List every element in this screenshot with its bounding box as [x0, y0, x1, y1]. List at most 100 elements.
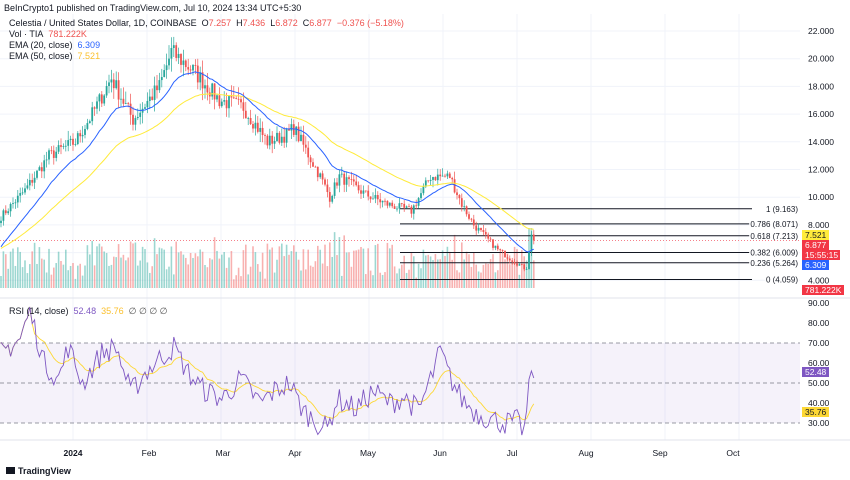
candle-body: [108, 82, 110, 87]
candle-body: [290, 124, 293, 131]
candle-body: [182, 60, 185, 65]
candle: [180, 53, 182, 73]
candle: [24, 183, 26, 195]
candle: [158, 72, 161, 93]
legend-ema20[interactable]: EMA (20, close) 6.309: [9, 40, 100, 50]
volume-bar: [252, 246, 254, 288]
candle: [45, 151, 48, 168]
candle: [146, 92, 149, 114]
candle-body: [520, 264, 523, 266]
legend-ema50[interactable]: EMA (50, close) 7.521: [9, 51, 100, 61]
ema20-price-tag: 6.309: [802, 260, 830, 270]
volume-bar: [225, 267, 228, 288]
candle-body: [268, 135, 271, 146]
candle: [261, 121, 264, 143]
volume-bar: [57, 251, 60, 288]
volume-bar: [9, 251, 12, 288]
volume-bar: [429, 256, 432, 288]
candle-body: [340, 173, 343, 175]
volume-bar: [273, 272, 276, 288]
volume-bar: [521, 250, 523, 288]
candle: [69, 135, 72, 146]
candle: [391, 200, 394, 209]
brand-name: TradingView: [18, 466, 71, 476]
volume-bar: [249, 266, 252, 288]
candle-body: [297, 126, 300, 142]
candle: [400, 202, 403, 207]
candle: [120, 88, 122, 107]
volume-bar: [434, 254, 437, 288]
volume-bar: [314, 261, 317, 288]
candle-body: [309, 157, 312, 163]
high-label: H: [236, 18, 243, 28]
candle: [67, 130, 70, 152]
candle-body: [247, 118, 250, 119]
candle: [393, 203, 396, 210]
candle: [163, 64, 166, 78]
candle-body: [372, 198, 374, 200]
candle-body: [69, 138, 72, 141]
volume-bar: [513, 246, 516, 288]
volume-bar: [362, 248, 365, 288]
tradingview-logo[interactable]: TradingView: [6, 466, 71, 476]
candle: [52, 145, 55, 165]
ema20-line: [0, 71, 534, 253]
ema50-price-tag: 7.521: [802, 230, 830, 240]
candle-body: [496, 245, 499, 250]
volume-bar: [189, 252, 192, 288]
candle: [93, 106, 96, 116]
volume-bar: [302, 249, 305, 288]
candle-body: [67, 140, 70, 146]
volume-bar: [79, 263, 81, 288]
candle-body: [350, 179, 353, 180]
volume-bar: [14, 265, 17, 288]
candle: [254, 114, 257, 136]
candle: [396, 206, 398, 212]
candle: [33, 171, 36, 190]
candle-body: [348, 177, 350, 180]
candle-body: [33, 177, 36, 183]
candle: [9, 202, 12, 217]
candle: [211, 82, 214, 100]
volume-bar: [21, 267, 24, 288]
candle: [436, 168, 439, 186]
volume-bar: [357, 249, 360, 288]
legend-volume[interactable]: Vol · TIA 781.222K: [9, 29, 87, 39]
candle-body: [278, 132, 281, 143]
fib-level-label: 0.618 (7.213): [750, 232, 798, 241]
volume-bar: [103, 251, 105, 288]
candle-body: [98, 94, 101, 102]
candle: [496, 243, 499, 251]
candle: [439, 169, 442, 181]
legend-rsi[interactable]: RSI (14, close) 52.48 35.76 ∅ ∅ ∅ ∅: [9, 306, 168, 317]
candle: [369, 196, 372, 203]
volume-bar: [168, 266, 170, 288]
candle: [151, 88, 154, 101]
volume-bar: [17, 247, 19, 288]
volume-bar: [499, 252, 501, 288]
candle-body: [506, 257, 509, 259]
volume-bar: [69, 266, 72, 288]
candle: [316, 166, 319, 182]
volume-bar: [53, 267, 55, 288]
candle: [271, 131, 274, 154]
candle-body: [273, 140, 276, 144]
volume-bar: [326, 266, 329, 288]
candle: [492, 239, 494, 251]
candle-body: [463, 206, 466, 208]
rsi-line: [0, 306, 535, 436]
candle-body: [100, 94, 103, 104]
volume-bar: [209, 258, 211, 288]
candle: [264, 133, 266, 145]
candle: [422, 183, 425, 196]
candle: [513, 258, 516, 266]
volume-bar: [417, 263, 420, 288]
volume-bar: [153, 238, 156, 288]
volume-bar: [2, 251, 5, 288]
volume-bar: [117, 244, 120, 288]
volume-tag: 781.222K: [802, 285, 845, 295]
candle-body: [518, 264, 521, 266]
candle: [225, 92, 228, 117]
volume-bar: [237, 267, 240, 288]
